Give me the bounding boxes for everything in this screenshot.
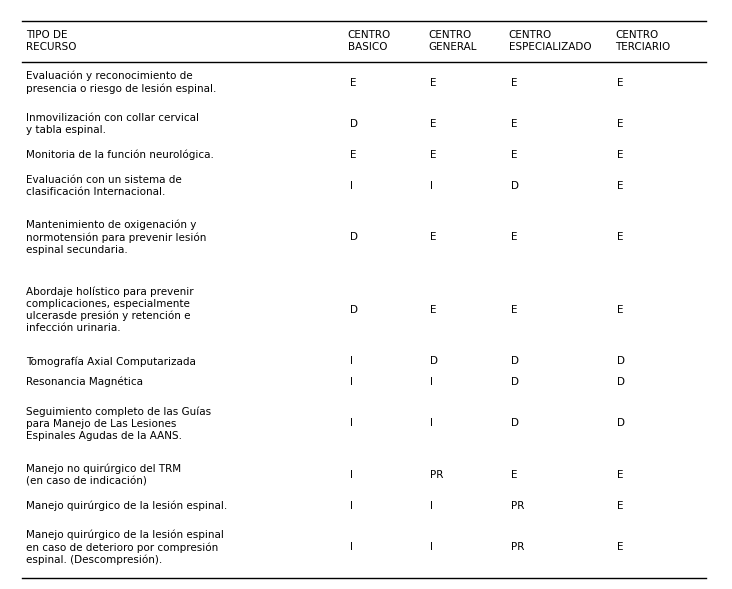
Text: D: D: [617, 418, 625, 428]
Text: Mantenimiento de oxigenación y
normotensión para prevenir lesión
espinal secunda: Mantenimiento de oxigenación y normotens…: [26, 220, 206, 255]
Text: CENTRO
GENERAL: CENTRO GENERAL: [428, 31, 477, 52]
Text: E: E: [430, 233, 437, 243]
Text: I: I: [430, 181, 433, 191]
Text: E: E: [511, 119, 518, 129]
Text: E: E: [511, 150, 518, 160]
Text: E: E: [511, 78, 518, 88]
Text: E: E: [617, 233, 624, 243]
Text: E: E: [430, 119, 437, 129]
Text: I: I: [350, 542, 353, 552]
Text: I: I: [350, 356, 353, 366]
Text: D: D: [350, 233, 358, 243]
Text: I: I: [350, 418, 353, 428]
Text: Monitoria de la función neurológica.: Monitoria de la función neurológica.: [26, 150, 214, 160]
Text: Inmovilización con collar cervical
y tabla espinal.: Inmovilización con collar cervical y tab…: [26, 113, 198, 135]
Text: I: I: [430, 542, 433, 552]
Text: I: I: [430, 501, 433, 511]
Text: D: D: [617, 356, 625, 366]
Text: CENTRO
BASICO: CENTRO BASICO: [348, 31, 391, 52]
Text: I: I: [350, 181, 353, 191]
Text: D: D: [511, 356, 519, 366]
Text: E: E: [617, 119, 624, 129]
Text: Manejo quirúrgico de la lesión espinal
en caso de deterioro por compresión
espin: Manejo quirúrgico de la lesión espinal e…: [26, 530, 223, 565]
Text: Evaluación y reconocimiento de
presencia o riesgo de lesión espinal.: Evaluación y reconocimiento de presencia…: [26, 71, 216, 94]
Text: E: E: [617, 470, 624, 480]
Text: CENTRO
ESPECIALIZADO: CENTRO ESPECIALIZADO: [509, 31, 591, 52]
Text: E: E: [350, 78, 356, 88]
Text: D: D: [617, 377, 625, 387]
Text: Tomografía Axial Computarizada: Tomografía Axial Computarizada: [26, 356, 195, 367]
Text: E: E: [617, 542, 624, 552]
Text: Manejo quirúrgico de la lesión espinal.: Manejo quirúrgico de la lesión espinal.: [26, 501, 227, 511]
Text: Abordaje holístico para prevenir
complicaciones, especialmente
ulcerasde presión: Abordaje holístico para prevenir complic…: [26, 286, 193, 333]
Text: E: E: [617, 181, 624, 191]
Text: Evaluación con un sistema de
clasificación Internacional.: Evaluación con un sistema de clasificaci…: [26, 175, 182, 197]
Text: E: E: [617, 501, 624, 511]
Text: Manejo no quirúrgico del TRM
(en caso de indicación): Manejo no quirúrgico del TRM (en caso de…: [26, 464, 181, 487]
Text: Seguimiento completo de las Guías
para Manejo de Las Lesiones
Espinales Agudas d: Seguimiento completo de las Guías para M…: [26, 406, 211, 441]
Text: E: E: [430, 78, 437, 88]
Text: E: E: [511, 305, 518, 315]
Text: PR: PR: [511, 542, 524, 552]
Text: D: D: [511, 377, 519, 387]
Text: PR: PR: [511, 501, 524, 511]
Text: E: E: [617, 150, 624, 160]
Text: E: E: [350, 150, 356, 160]
Text: D: D: [350, 119, 358, 129]
Text: TIPO DE
RECURSO: TIPO DE RECURSO: [26, 31, 76, 52]
Text: Resonancia Magnética: Resonancia Magnética: [26, 377, 143, 388]
Text: I: I: [430, 377, 433, 387]
Text: E: E: [430, 150, 437, 160]
Text: E: E: [511, 470, 518, 480]
Text: I: I: [430, 418, 433, 428]
Text: I: I: [350, 377, 353, 387]
Text: E: E: [617, 78, 624, 88]
Text: D: D: [430, 356, 438, 366]
Text: E: E: [430, 305, 437, 315]
Text: D: D: [511, 181, 519, 191]
Text: E: E: [511, 233, 518, 243]
Text: D: D: [511, 418, 519, 428]
Text: CENTRO
TERCIARIO: CENTRO TERCIARIO: [615, 31, 670, 52]
Text: I: I: [350, 470, 353, 480]
Text: E: E: [617, 305, 624, 315]
Text: PR: PR: [430, 470, 444, 480]
Text: D: D: [350, 305, 358, 315]
Text: I: I: [350, 501, 353, 511]
